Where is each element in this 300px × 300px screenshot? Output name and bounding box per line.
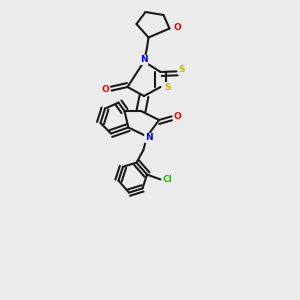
Text: S: S bbox=[178, 65, 185, 74]
Text: O: O bbox=[174, 112, 182, 121]
Text: O: O bbox=[102, 85, 110, 94]
Text: S: S bbox=[165, 82, 171, 91]
Text: N: N bbox=[145, 134, 152, 142]
Text: O: O bbox=[173, 22, 181, 32]
Text: N: N bbox=[140, 56, 148, 64]
Text: Cl: Cl bbox=[162, 175, 172, 184]
